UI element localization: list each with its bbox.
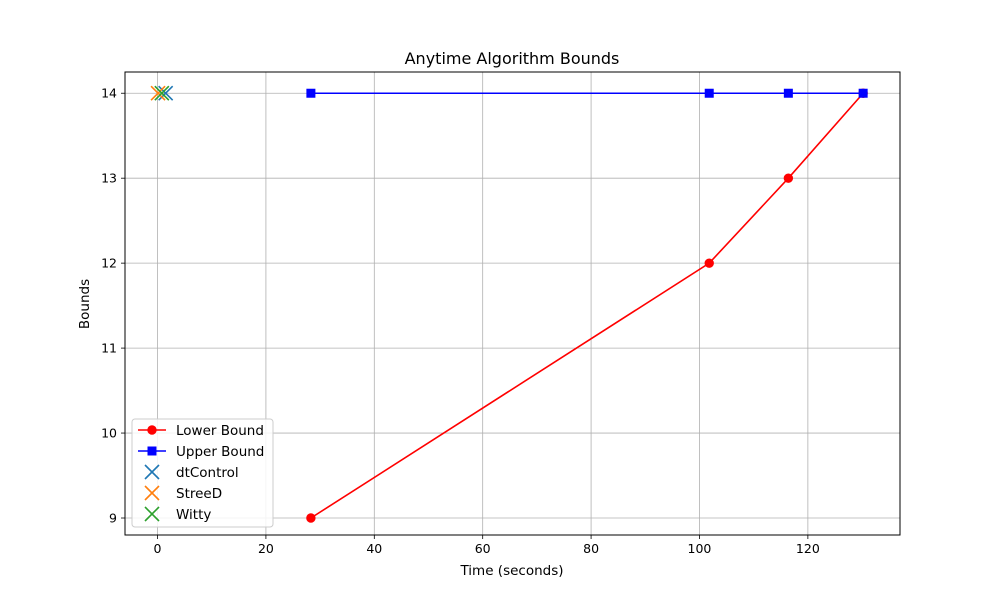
y-tick-label: 10 [101,426,117,441]
legend-swatch-marker [144,485,160,501]
legend-item-lower-bound: Lower Bound [138,423,264,439]
series-group [150,85,868,523]
series-dtcontrol [158,85,174,101]
witty-point [154,85,170,101]
axis-ticks: 0 20 40 60 80 100 120 9 10 11 12 13 14 [101,86,820,556]
legend-item-witty: Witty [144,506,211,523]
legend-swatch-marker [144,506,160,522]
legend-label: Lower Bound [176,423,264,439]
chart-title: Anytime Algorithm Bounds [405,49,620,68]
legend-label: Witty [176,507,211,523]
y-tick-label: 11 [101,341,117,356]
legend-swatch-marker [147,446,157,456]
x-tick-label: 20 [258,541,274,556]
x-tick-label: 60 [475,541,491,556]
legend-item-streed: StreeD [144,485,222,502]
streed-point [150,85,166,101]
x-tick-label: 80 [583,541,599,556]
legend-label: Upper Bound [176,444,264,460]
plot-frame [124,71,901,536]
y-axis-label: Bounds [77,279,93,329]
y-tick-label: 9 [109,511,117,526]
series-upper-bound [306,88,868,98]
dtcontrol-point [158,85,174,101]
lower-bound-point [704,258,714,268]
legend-item-upper-bound: Upper Bound [138,444,264,460]
lower-bound-line [310,92,864,519]
legend: Lower Bound Upper Bound dtControl StreeD Wit… [131,418,274,528]
y-tick-label: 12 [101,256,117,271]
y-tick-label: 14 [101,86,117,101]
x-axis-label: Time (seconds) [459,563,563,579]
series-witty [154,85,170,101]
y-tick-label: 13 [101,171,117,186]
legend-label: StreeD [176,486,222,502]
legend-label: dtControl [176,465,239,481]
upper-bound-point [704,88,714,98]
lower-bound-point [783,173,794,183]
x-tick-label: 0 [154,541,162,556]
legend-item-dtcontrol: dtControl [144,464,239,481]
legend-swatch-marker [147,425,157,435]
upper-bound-point [783,88,793,98]
upper-bound-point [306,88,316,98]
legend-box [131,418,274,528]
upper-bound-point [858,88,868,98]
legend-swatch-marker [144,464,160,480]
x-tick-label: 100 [688,541,712,556]
lower-bound-point [306,513,316,523]
x-tick-label: 120 [796,541,820,556]
series-streed [150,85,166,101]
x-tick-label: 40 [366,541,382,556]
